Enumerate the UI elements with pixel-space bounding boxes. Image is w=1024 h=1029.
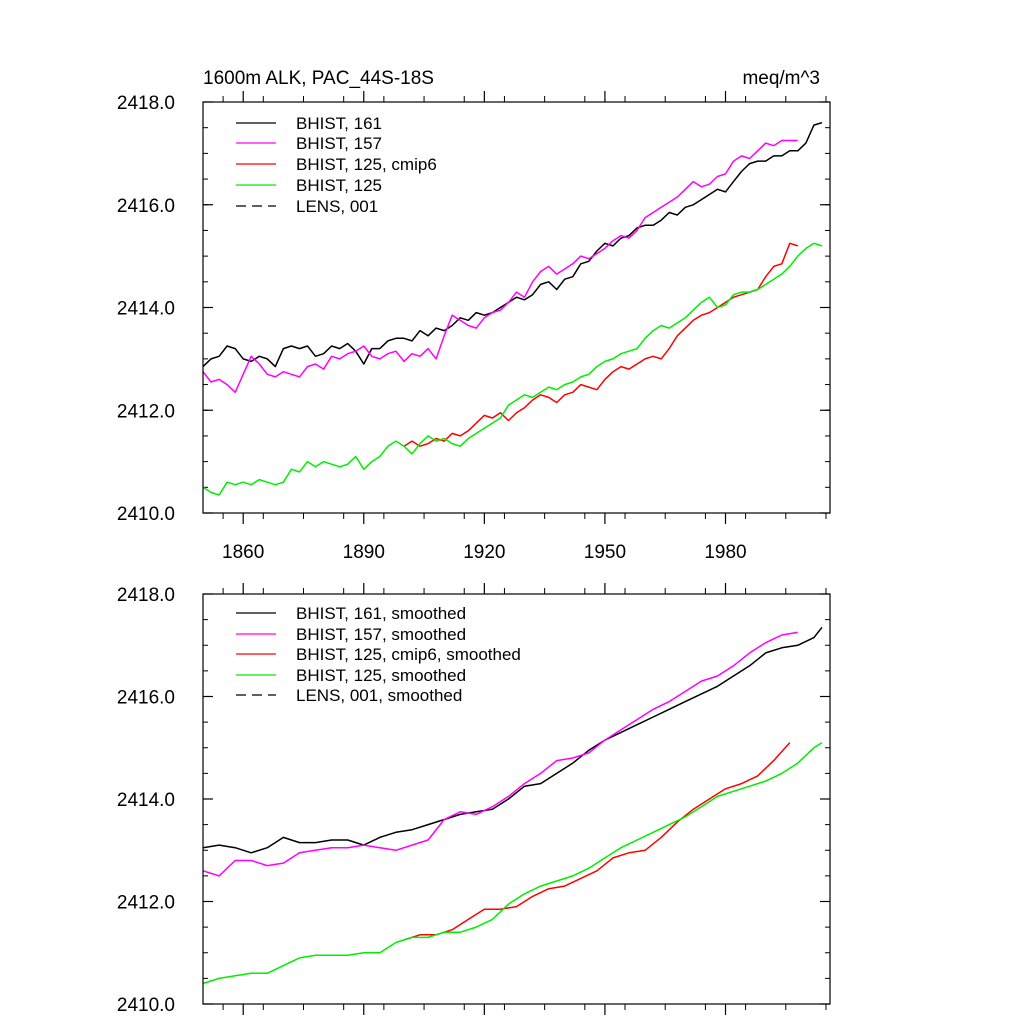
y-tick-label: 2412.0 [117,893,175,914]
series-line-bhist-125-cmip6 [403,242,799,447]
bottom-panel: 2410.0 2412.0 2414.0 2416.0 2418.0 BHIST, 16… [117,583,831,1016]
series-line-bhist-125 [202,741,823,985]
top-panel-units: meq/m^3 [742,68,820,89]
y-tick-label: 2418.0 [117,585,175,606]
y-tick-label: 2416.0 [117,196,175,217]
legend-label: LENS, 001, smoothed [296,686,462,705]
top-panel: 1600m ALK, PAC_44S-18S meq/m^3 2410.0 241… [117,68,831,563]
y-tick-label: 2412.0 [117,401,175,422]
y-tick-label: 2418.0 [117,93,175,114]
x-tick-label: 1920 [463,542,505,563]
legend-label: BHIST, 125, cmip6, smoothed [296,645,521,664]
legend-label: BHIST, 125, cmip6 [296,155,437,174]
bottom-legend: BHIST, 161, smoothed BHIST, 157, smoothe… [236,604,521,705]
legend-label: BHIST, 125 [296,176,382,195]
x-tick-label: 1890 [343,542,385,563]
legend-label: LENS, 001 [296,197,378,216]
series-line-bhist-161 [202,121,823,368]
x-tick-label: 1950 [584,542,626,563]
y-tick-label: 2414.0 [117,790,175,811]
y-tick-label: 2414.0 [117,299,175,320]
series-line-bhist-125 [202,242,823,496]
x-tick-label: 1980 [704,542,746,563]
series-line-bhist-157 [202,631,798,877]
x-tick-label: 1860 [222,542,264,563]
top-legend: BHIST, 161 BHIST, 157 BHIST, 125, cmip6 … [236,114,437,216]
y-tick-label: 2410.0 [117,504,175,525]
legend-label: BHIST, 161 [296,114,382,133]
y-tick-label: 2416.0 [117,688,175,709]
y-tick-label: 2410.0 [117,995,175,1016]
legend-label: BHIST, 157, smoothed [296,625,466,644]
legend-label: BHIST, 157 [296,134,382,153]
bottom-plot-frame [202,593,831,1005]
top-plot-frame [202,101,831,514]
series-line-bhist-125-cmip6 [403,742,791,941]
series-line-bhist-157 [202,139,798,394]
series-line-bhist-161 [202,626,823,854]
legend-label: BHIST, 125, smoothed [296,666,466,685]
legend-label: BHIST, 161, smoothed [296,604,466,623]
top-panel-title: 1600m ALK, PAC_44S-18S [203,68,434,89]
